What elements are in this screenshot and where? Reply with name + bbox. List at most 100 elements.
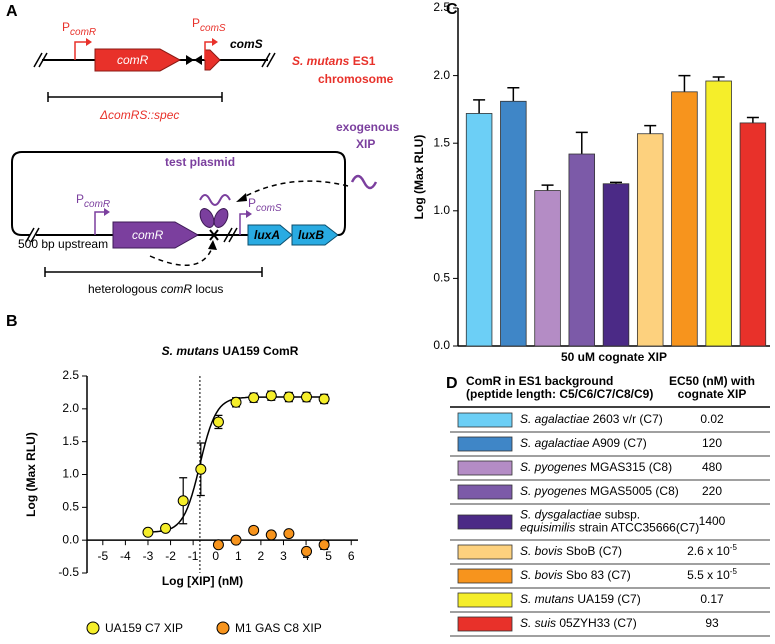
error-bar bbox=[678, 74, 691, 92]
row-label-part: S. bovis bbox=[520, 544, 563, 558]
error-bar bbox=[507, 87, 520, 102]
data-point bbox=[177, 495, 189, 507]
gene-label: comR bbox=[117, 53, 149, 67]
row-label-part: S. dysgalactiae bbox=[520, 508, 602, 522]
gene-label: comR bbox=[132, 228, 164, 242]
x-tick-label: 0 bbox=[212, 549, 219, 563]
row-label-part: Sbo 83 (C7) bbox=[563, 568, 631, 582]
data-point bbox=[301, 545, 313, 557]
x-tick-label: 6 bbox=[348, 549, 355, 563]
bar bbox=[500, 100, 527, 347]
promoter-arrow bbox=[204, 41, 212, 60]
color-swatch bbox=[457, 412, 513, 428]
gene-label: luxB bbox=[298, 228, 324, 242]
chart-title: S. mutans UA159 ComR bbox=[162, 344, 299, 358]
color-swatch bbox=[457, 544, 513, 560]
row-label-part: S. mutans bbox=[520, 592, 574, 606]
x-tick-label: -1 bbox=[188, 549, 199, 563]
y-tick-label: 0.0 bbox=[433, 338, 450, 352]
y-tick-label: 2.0 bbox=[62, 401, 79, 415]
promoter-arrow bbox=[104, 208, 110, 216]
panel-label: A bbox=[6, 3, 18, 20]
data-point bbox=[212, 416, 224, 428]
dashed-arrow bbox=[149, 247, 213, 267]
promoter-arrow bbox=[212, 38, 218, 46]
ec50-value: 120 bbox=[702, 436, 722, 450]
row-label: S. pyogenes MGAS315 (C8) bbox=[520, 460, 672, 474]
promoter-arrow bbox=[86, 38, 92, 46]
y-axis-label: Log (Max RLU) bbox=[412, 135, 426, 220]
xip-label: exogenous bbox=[336, 120, 400, 134]
data-point bbox=[230, 396, 242, 408]
x-tick-label: 3 bbox=[280, 549, 287, 563]
row-label-part: S. pyogenes bbox=[520, 484, 587, 498]
row-label: S. bovis Sbo 83 (C7) bbox=[520, 568, 631, 582]
y-tick-label: 0.5 bbox=[62, 500, 79, 514]
row-label-part: equisimilis bbox=[520, 521, 575, 535]
ec50-value: 0.02 bbox=[700, 412, 724, 426]
color-swatch bbox=[457, 436, 513, 452]
error-bar bbox=[712, 76, 725, 82]
x-axis-label: Log [XIP] (nM) bbox=[162, 574, 243, 588]
upstream-label: 500 bp upstream bbox=[18, 237, 108, 251]
error-bar bbox=[746, 116, 759, 123]
data-point bbox=[265, 390, 277, 402]
data-point bbox=[195, 463, 207, 475]
x-tick-label: -2 bbox=[165, 549, 176, 563]
chromosome-label: chromosome bbox=[318, 72, 394, 86]
legend-marker bbox=[216, 621, 230, 635]
y-tick-label: 2.0 bbox=[433, 68, 450, 82]
xip-peptide bbox=[350, 174, 378, 190]
row-label-part: MGAS5005 (C8) bbox=[587, 484, 679, 498]
promoter-label: PcomS bbox=[248, 196, 282, 213]
table-header: cognate XIP bbox=[678, 387, 747, 401]
bar bbox=[568, 153, 596, 347]
data-point bbox=[230, 534, 242, 546]
table-header: EC50 (nM) with bbox=[669, 374, 755, 388]
row-label-part: subsp. bbox=[601, 508, 640, 522]
arrowhead bbox=[236, 193, 247, 202]
plasmid-title: test plasmid bbox=[165, 155, 235, 169]
color-swatch bbox=[457, 568, 513, 584]
bar bbox=[671, 91, 698, 347]
row-label: S. pyogenes MGAS5005 (C8) bbox=[520, 484, 679, 498]
comr-protein bbox=[199, 208, 215, 228]
terminator bbox=[186, 55, 194, 65]
row-label-part: A909 (C7) bbox=[589, 436, 646, 450]
row-label: S. mutans UA159 (C7) bbox=[520, 592, 641, 606]
locus-label: heterologous comR locus bbox=[88, 282, 223, 296]
color-swatch bbox=[457, 484, 513, 500]
row-label: S. dysgalactiae subsp. bbox=[520, 508, 640, 522]
data-point bbox=[248, 392, 260, 404]
bar bbox=[739, 122, 767, 347]
break-mark bbox=[33, 52, 276, 68]
table-header: ComR in ES1 background bbox=[466, 374, 613, 388]
data-point bbox=[301, 391, 313, 403]
plasmid-loop bbox=[11, 151, 346, 236]
color-swatch bbox=[457, 514, 513, 530]
y-tick-label: 1.0 bbox=[433, 203, 450, 217]
x-tick-label: -5 bbox=[97, 549, 108, 563]
color-swatch bbox=[457, 592, 513, 608]
data-point bbox=[318, 393, 330, 405]
x-axis-label: 50 uM cognate XIP bbox=[561, 350, 667, 364]
promoter-arrow bbox=[94, 211, 104, 235]
x-tick-label: -3 bbox=[143, 549, 154, 563]
color-swatch bbox=[457, 460, 513, 476]
row-label-part: 05ZYH33 (C7) bbox=[556, 616, 637, 630]
row-label-part: S. bovis bbox=[520, 568, 563, 582]
ec50-value: 0.17 bbox=[700, 592, 724, 606]
gene-arrow bbox=[94, 48, 182, 72]
y-tick-label: 1.5 bbox=[62, 434, 79, 448]
promoter-label: PcomR bbox=[62, 20, 96, 37]
row-label: S. bovis SboB (C7) bbox=[520, 544, 622, 558]
promoter-arrow bbox=[246, 210, 252, 218]
data-point bbox=[265, 529, 277, 541]
error-bar bbox=[575, 131, 588, 155]
xip-peptide bbox=[199, 194, 231, 206]
y-tick-label: 2.5 bbox=[433, 0, 450, 14]
promoter-arrow bbox=[239, 213, 246, 235]
y-tick-label: 1.0 bbox=[62, 467, 79, 481]
gene-label: luxA bbox=[254, 228, 280, 242]
